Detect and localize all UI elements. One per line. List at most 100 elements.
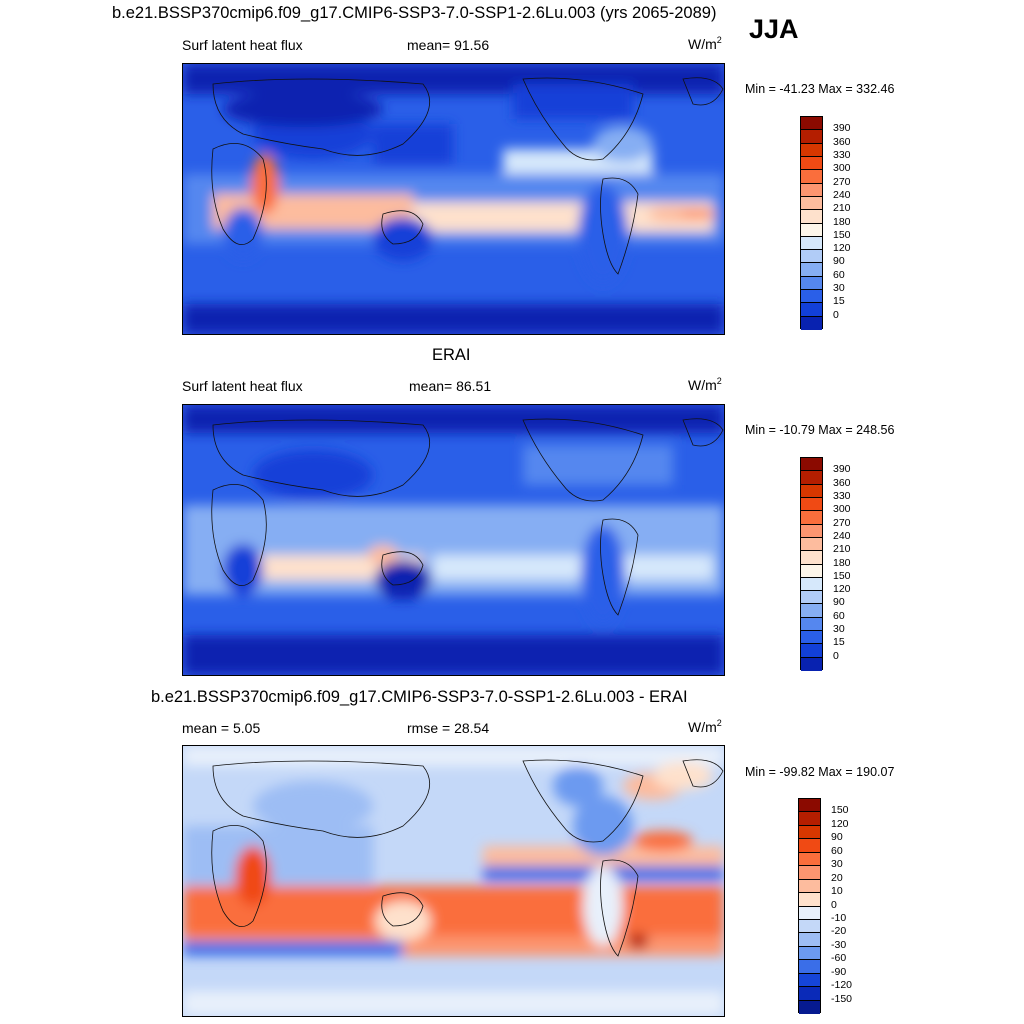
colorbar-swatch bbox=[799, 812, 820, 826]
colorbar-swatch bbox=[801, 170, 822, 184]
colorbar-tick-label: 300 bbox=[833, 162, 851, 175]
colorbar-tick-label: 120 bbox=[831, 817, 849, 830]
colorbar-swatch bbox=[801, 537, 822, 552]
panel-title: b.e21.BSSP370cmip6.f09_g17.CMIP6-SSP3-7.… bbox=[112, 4, 717, 22]
colorbar-swatch bbox=[801, 631, 822, 645]
colorbar-tick-label: 390 bbox=[833, 463, 851, 476]
colorbar-swatch bbox=[799, 933, 820, 947]
colorbar-tick-label: 150 bbox=[833, 228, 851, 241]
map-model bbox=[182, 63, 725, 335]
colorbar-swatch bbox=[801, 458, 822, 472]
rmse-label: rmse = 28.54 bbox=[407, 720, 490, 736]
colorbar-swatch bbox=[801, 210, 822, 224]
season-label: JJA bbox=[749, 14, 799, 44]
colorbar-swatch bbox=[801, 511, 822, 525]
colorbar-tick-label: 15 bbox=[833, 636, 845, 649]
colorbar-tick-label: 10 bbox=[831, 885, 843, 898]
variable-label: Surf latent heat flux bbox=[182, 378, 303, 394]
colorbar-swatch bbox=[801, 524, 822, 538]
mean-label: mean = 5.05 bbox=[182, 720, 261, 736]
variable-label: Surf latent heat flux bbox=[182, 37, 303, 53]
colorbar-tick-label: 360 bbox=[833, 135, 851, 148]
colorbar-swatch bbox=[801, 316, 822, 330]
colorbar-swatch bbox=[799, 973, 820, 988]
colorbar-model bbox=[800, 116, 823, 330]
colorbar-swatch bbox=[799, 987, 820, 1001]
colorbar-tick-label: 60 bbox=[833, 609, 845, 622]
colorbar-swatch bbox=[801, 183, 822, 197]
colorbar-swatch bbox=[801, 484, 822, 498]
map-erai bbox=[182, 404, 725, 676]
min-max-label: Min = -10.79 Max = 248.56 bbox=[745, 423, 895, 437]
colorbar-tick-label: -30 bbox=[831, 938, 847, 951]
colorbar-swatch bbox=[799, 799, 820, 813]
colorbar-tick-label: 90 bbox=[833, 255, 845, 268]
colorbar-swatch bbox=[801, 551, 822, 565]
colorbar-swatch bbox=[799, 906, 820, 920]
colorbar-tick-label: 360 bbox=[833, 476, 851, 489]
colorbar-tick-label: 240 bbox=[833, 529, 851, 542]
colorbar-tick-label: 30 bbox=[833, 282, 845, 295]
units-label: W/m2 bbox=[688, 35, 722, 52]
colorbar-tick-label: -10 bbox=[831, 911, 847, 924]
colorbar-tick-label: 150 bbox=[831, 804, 849, 817]
min-max-label: Min = -99.82 Max = 190.07 bbox=[745, 765, 895, 779]
colorbar-swatch bbox=[801, 290, 822, 304]
colorbar-erai bbox=[800, 457, 823, 671]
colorbar-swatch bbox=[801, 250, 822, 264]
colorbar-swatch bbox=[799, 879, 820, 894]
mean-label: mean= 91.56 bbox=[407, 37, 490, 53]
colorbar-tick-label: 150 bbox=[833, 569, 851, 582]
colorbar-tick-label: 330 bbox=[833, 489, 851, 502]
colorbar-swatch bbox=[801, 644, 822, 658]
colorbar-tick-label: 15 bbox=[833, 295, 845, 308]
colorbar-tick-label: 210 bbox=[833, 202, 851, 215]
colorbar-tick-label: -20 bbox=[831, 925, 847, 938]
units-label: W/m2 bbox=[688, 718, 722, 735]
colorbar-swatch bbox=[801, 591, 822, 605]
colorbar-tick-label: -120 bbox=[831, 979, 853, 992]
mean-label: mean= 86.51 bbox=[409, 378, 492, 394]
colorbar-swatch bbox=[799, 825, 820, 840]
colorbar-tick-label: 210 bbox=[833, 543, 851, 556]
colorbar-tick-label: 0 bbox=[833, 649, 839, 662]
colorbar-swatch bbox=[799, 960, 820, 974]
colorbar-tick-label: 330 bbox=[833, 148, 851, 161]
panel-title: b.e21.BSSP370cmip6.f09_g17.CMIP6-SSP3-7.… bbox=[151, 688, 688, 706]
colorbar-swatch bbox=[799, 839, 820, 853]
colorbar-tick-label: 90 bbox=[833, 596, 845, 609]
colorbar-swatch bbox=[801, 497, 822, 512]
colorbar-tick-label: 60 bbox=[833, 268, 845, 281]
colorbar-swatch bbox=[799, 893, 820, 907]
colorbar-difference bbox=[798, 798, 821, 1014]
colorbar-swatch bbox=[801, 223, 822, 237]
colorbar-swatch bbox=[801, 143, 822, 157]
colorbar-tick-label: 120 bbox=[833, 583, 851, 596]
colorbar-swatch bbox=[799, 866, 820, 880]
colorbar-tick-label: 30 bbox=[831, 858, 843, 871]
colorbar-swatch bbox=[801, 471, 822, 485]
colorbar-swatch bbox=[801, 130, 822, 144]
colorbar-tick-label: 0 bbox=[833, 308, 839, 321]
colorbar-swatch bbox=[801, 617, 822, 632]
colorbar-swatch bbox=[801, 156, 822, 171]
colorbar-swatch bbox=[801, 236, 822, 251]
colorbar-tick-label: 30 bbox=[833, 623, 845, 636]
colorbar-tick-label: 180 bbox=[833, 556, 851, 569]
colorbar-tick-label: 390 bbox=[833, 122, 851, 135]
colorbar-tick-label: 240 bbox=[833, 188, 851, 201]
colorbar-swatch bbox=[799, 1000, 820, 1014]
colorbar-tick-label: -60 bbox=[831, 952, 847, 965]
colorbar-swatch bbox=[801, 303, 822, 317]
units-label: W/m2 bbox=[688, 376, 722, 393]
panel-title: ERAI bbox=[432, 346, 471, 364]
colorbar-swatch bbox=[801, 577, 822, 592]
colorbar-swatch bbox=[799, 919, 820, 934]
colorbar-tick-label: -150 bbox=[831, 992, 853, 1005]
min-max-label: Min = -41.23 Max = 332.46 bbox=[745, 82, 895, 96]
map-difference bbox=[182, 745, 725, 1017]
colorbar-tick-label: 120 bbox=[833, 242, 851, 255]
colorbar-tick-label: 90 bbox=[831, 831, 843, 844]
colorbar-tick-label: 20 bbox=[831, 871, 843, 884]
colorbar-tick-label: 0 bbox=[831, 898, 837, 911]
